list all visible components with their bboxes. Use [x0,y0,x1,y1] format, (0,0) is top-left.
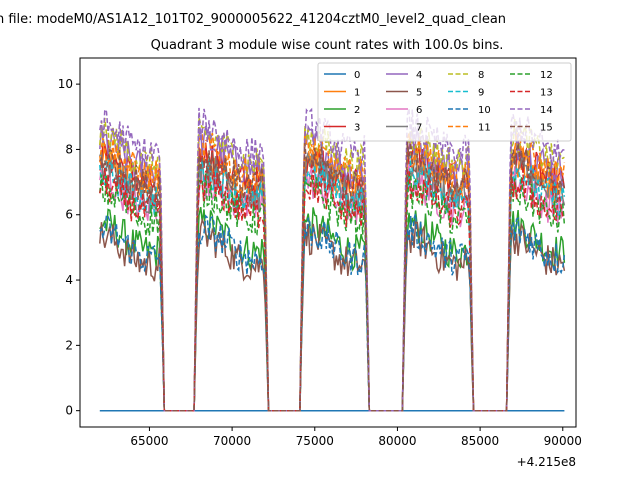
series-line-2 [99,206,566,412]
y-tick-label: 6 [65,208,73,222]
series-line-5 [99,217,566,412]
legend-label-10: 10 [478,105,491,116]
legend-label-11: 11 [478,123,491,134]
legend-label-2: 2 [354,105,360,116]
legend-label-3: 3 [354,123,360,134]
x-axis: 65000 70000 75000 80000 85000 90000 [130,427,582,448]
series-line-15 [99,140,566,412]
legend-label-14: 14 [540,105,553,116]
legend-label-5: 5 [416,88,422,99]
x-tick-label: 65000 [130,434,168,448]
x-tick-label: 85000 [461,434,499,448]
x-axis-offset: +4.215e8 [517,455,576,469]
legend-label-9: 9 [478,88,484,99]
legend-label-12: 12 [540,70,553,81]
y-axis: 0 2 4 6 8 10 [58,77,80,418]
y-tick-label: 10 [58,77,73,91]
y-tick-label: 2 [65,338,73,352]
y-tick-label: 0 [65,404,73,418]
series-line-12 [99,172,566,412]
chart-title: Quadrant 3 module wise count rates with … [151,38,504,53]
series-line-10 [99,213,566,412]
legend-label-8: 8 [478,70,484,81]
legend-label-0: 0 [354,70,360,81]
x-tick-label: 70000 [213,434,251,448]
legend-label-1: 1 [354,88,360,99]
legend-label-7: 7 [416,123,422,134]
legend-box [317,62,572,142]
figure-suptitle: n file: modeM0/AS1A12_101T02_9000005622_… [0,12,506,27]
series-line-11 [99,131,566,412]
x-tick-label: 75000 [296,434,334,448]
y-tick-label: 4 [65,273,73,287]
y-tick-label: 8 [65,142,73,156]
axes-frame [79,57,577,428]
legend-label-15: 15 [540,123,553,134]
x-tick-label: 90000 [544,434,582,448]
series-line-13 [99,167,565,412]
plot-lines [99,107,566,412]
legend-label-4: 4 [416,70,422,81]
x-tick-label: 80000 [378,434,416,448]
legend-label-13: 13 [540,88,553,99]
legend-label-6: 6 [416,105,422,116]
